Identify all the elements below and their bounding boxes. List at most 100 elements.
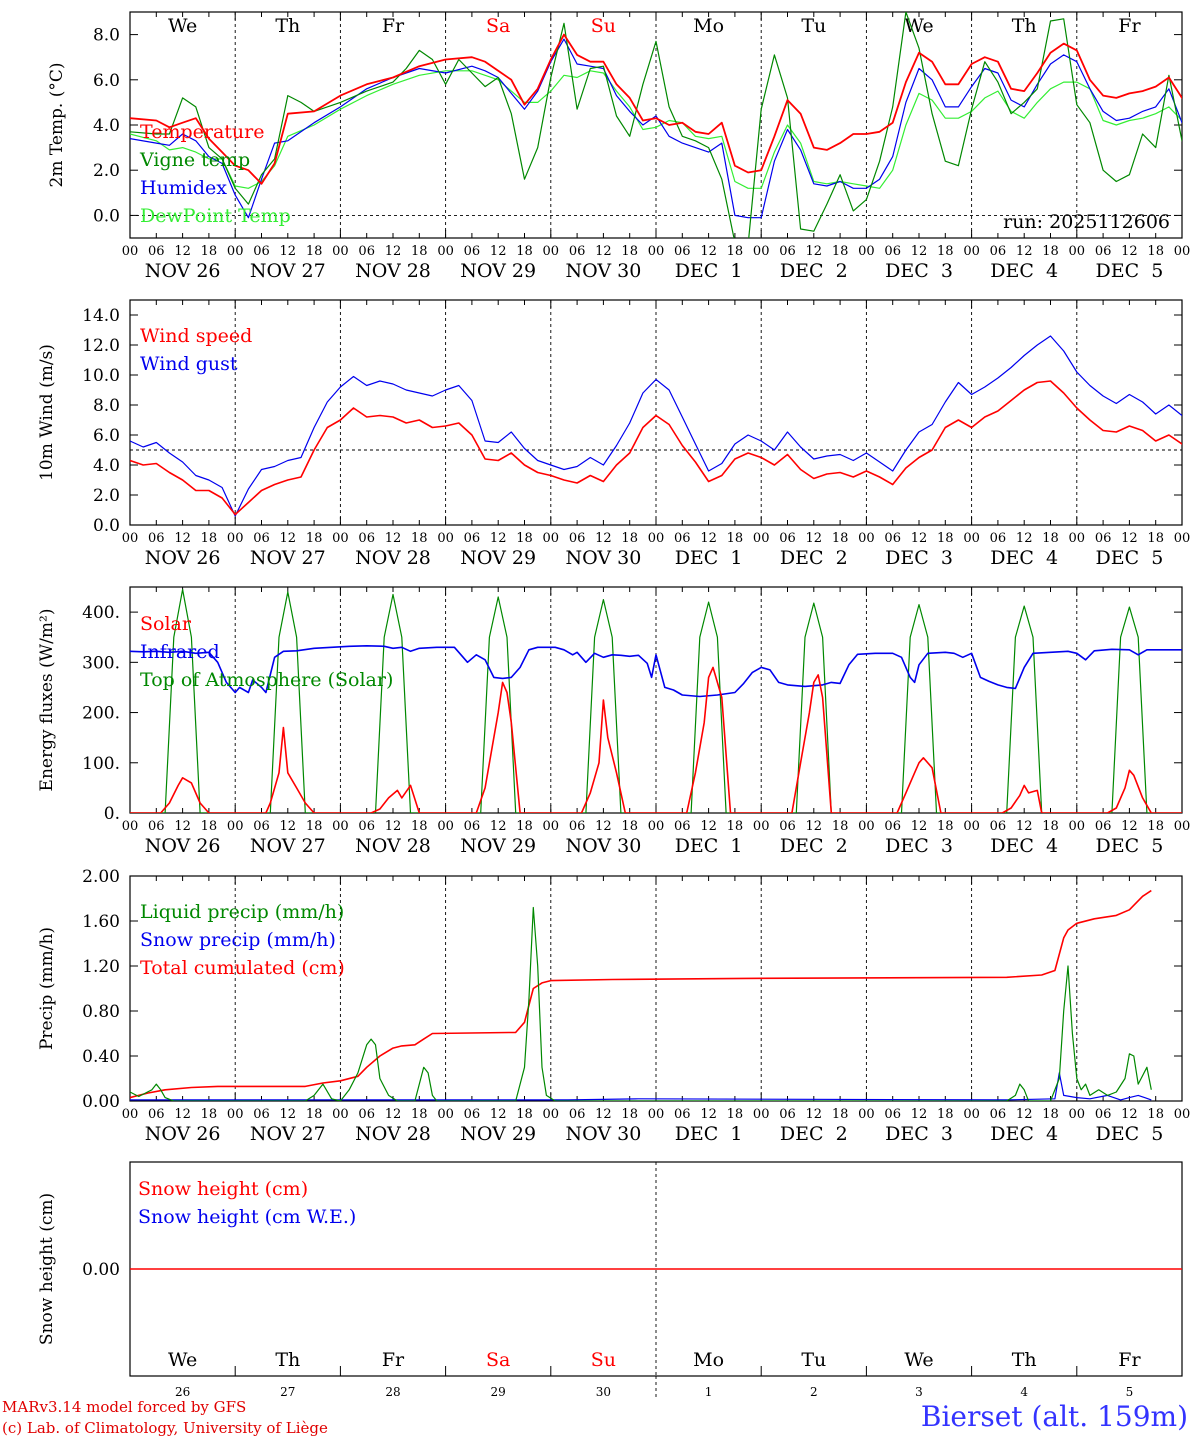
hour-tick-label: 12 [911,1107,928,1122]
weekday-label: Su [591,1349,616,1371]
legend-entry: Infrared [140,641,220,663]
hour-tick-label: 18 [516,244,533,259]
hour-tick-label: 00 [1069,819,1086,834]
hour-tick-label: 00 [648,531,665,546]
station-label: Bierset (alt. 159m) [920,1400,1188,1433]
date-label: DEC 5 [1095,835,1163,857]
hour-tick-label: 00 [122,1107,139,1122]
series-line-top-of-atmosphere-solar [130,588,1182,813]
hour-tick-label: 00 [332,1107,349,1122]
hour-tick-label: 00 [437,244,454,259]
weekday-label: Th [275,1349,300,1371]
hour-tick-label: 12 [174,1107,191,1122]
hour-tick-label: 06 [1095,1107,1112,1122]
legend-entry: Liquid precip (mm/h) [140,901,344,923]
weekday-label: We [904,15,933,37]
hour-tick-label: 12 [174,531,191,546]
hour-tick-label: 06 [148,531,165,546]
hour-tick-label: 06 [674,1107,691,1122]
lab-credit: (c) Lab. of Climatology, University of L… [2,1419,328,1437]
hour-tick-label: 06 [253,819,270,834]
date-label: DEC 5 [1095,547,1163,569]
hour-tick-label: 18 [201,1107,218,1122]
date-label: DEC 5 [1095,260,1163,282]
y-tick-label: 300. [82,653,120,673]
hour-tick-label: 12 [280,531,297,546]
hour-tick-label: 06 [358,531,375,546]
run-annotation: run: 2025112606 [1003,211,1170,233]
bottom-day-number: 5 [1126,1385,1134,1399]
hour-tick-label: 00 [648,1107,665,1122]
hour-tick-label: 00 [543,531,560,546]
y-tick-label: 0.80 [82,1002,120,1022]
hour-tick-label: 18 [832,531,849,546]
hour-tick-label: 06 [358,1107,375,1122]
weekday-label: Th [1012,1349,1037,1371]
hour-tick-label: 00 [963,531,980,546]
hour-tick-label: 18 [411,1107,428,1122]
series-line-dewpoint-temp [130,70,1182,189]
y-tick-label: 200. [82,704,120,724]
hour-tick-label: 00 [543,1107,560,1122]
date-label: NOV 27 [250,547,326,569]
weekday-label: We [904,1349,933,1371]
hour-tick-label: 06 [358,244,375,259]
hour-tick-label: 12 [1121,1107,1138,1122]
y-tick-label: 2.00 [82,867,120,887]
bottom-day-number: 27 [280,1385,295,1399]
date-label: NOV 29 [460,260,536,282]
y-tick-label: 2.0 [93,486,120,506]
hour-tick-label: 06 [569,244,586,259]
hour-tick-label: 00 [753,531,770,546]
hour-tick-label: 12 [385,819,402,834]
hour-tick-label: 06 [779,531,796,546]
hour-tick-label: 18 [727,244,744,259]
hour-tick-label: 18 [621,819,638,834]
hour-tick-label: 00 [437,531,454,546]
date-label: NOV 26 [145,260,221,282]
hour-tick-label: 12 [595,819,612,834]
hour-tick-label: 12 [700,819,717,834]
date-label: DEC 5 [1095,1123,1163,1145]
legend-entry: Snow precip (mm/h) [140,929,336,951]
y-axis-title: Energy fluxes (W/m²) [37,609,57,792]
date-label: DEC 3 [885,547,953,569]
date-label: NOV 29 [460,547,536,569]
date-label: NOV 30 [565,260,641,282]
hour-tick-label: 06 [674,531,691,546]
hour-tick-label: 12 [595,531,612,546]
hour-tick-label: 18 [201,531,218,546]
legend-entry: Solar [140,613,192,635]
hour-tick-label: 18 [306,1107,323,1122]
date-label: NOV 26 [145,1123,221,1145]
hour-tick-label: 18 [727,531,744,546]
hour-tick-label: 00 [543,244,560,259]
hour-tick-label: 18 [201,244,218,259]
hour-tick-label: 12 [806,819,823,834]
hour-tick-label: 12 [806,531,823,546]
bottom-day-number: 2 [810,1385,818,1399]
hour-tick-label: 18 [306,819,323,834]
date-label: NOV 28 [355,260,431,282]
y-tick-label: 100. [82,754,120,774]
date-label: NOV 27 [250,1123,326,1145]
date-label: DEC 4 [990,835,1058,857]
hour-tick-label: 18 [832,244,849,259]
hour-tick-label: 12 [385,531,402,546]
weekday-label: Su [591,15,616,37]
date-label: DEC 4 [990,260,1058,282]
hour-tick-label: 06 [779,819,796,834]
hour-tick-label: 12 [1016,819,1033,834]
date-label: NOV 26 [145,547,221,569]
hour-tick-label: 06 [884,244,901,259]
hour-tick-label: 06 [464,244,481,259]
hour-tick-label: 00 [963,1107,980,1122]
hour-tick-label: 12 [490,244,507,259]
date-label: NOV 27 [250,260,326,282]
hour-tick-label: 12 [806,1107,823,1122]
hour-tick-label: 18 [1042,244,1059,259]
hour-tick-label: 18 [727,819,744,834]
hour-tick-label: 12 [174,819,191,834]
weekday-label: Th [275,15,300,37]
hour-tick-label: 18 [411,819,428,834]
